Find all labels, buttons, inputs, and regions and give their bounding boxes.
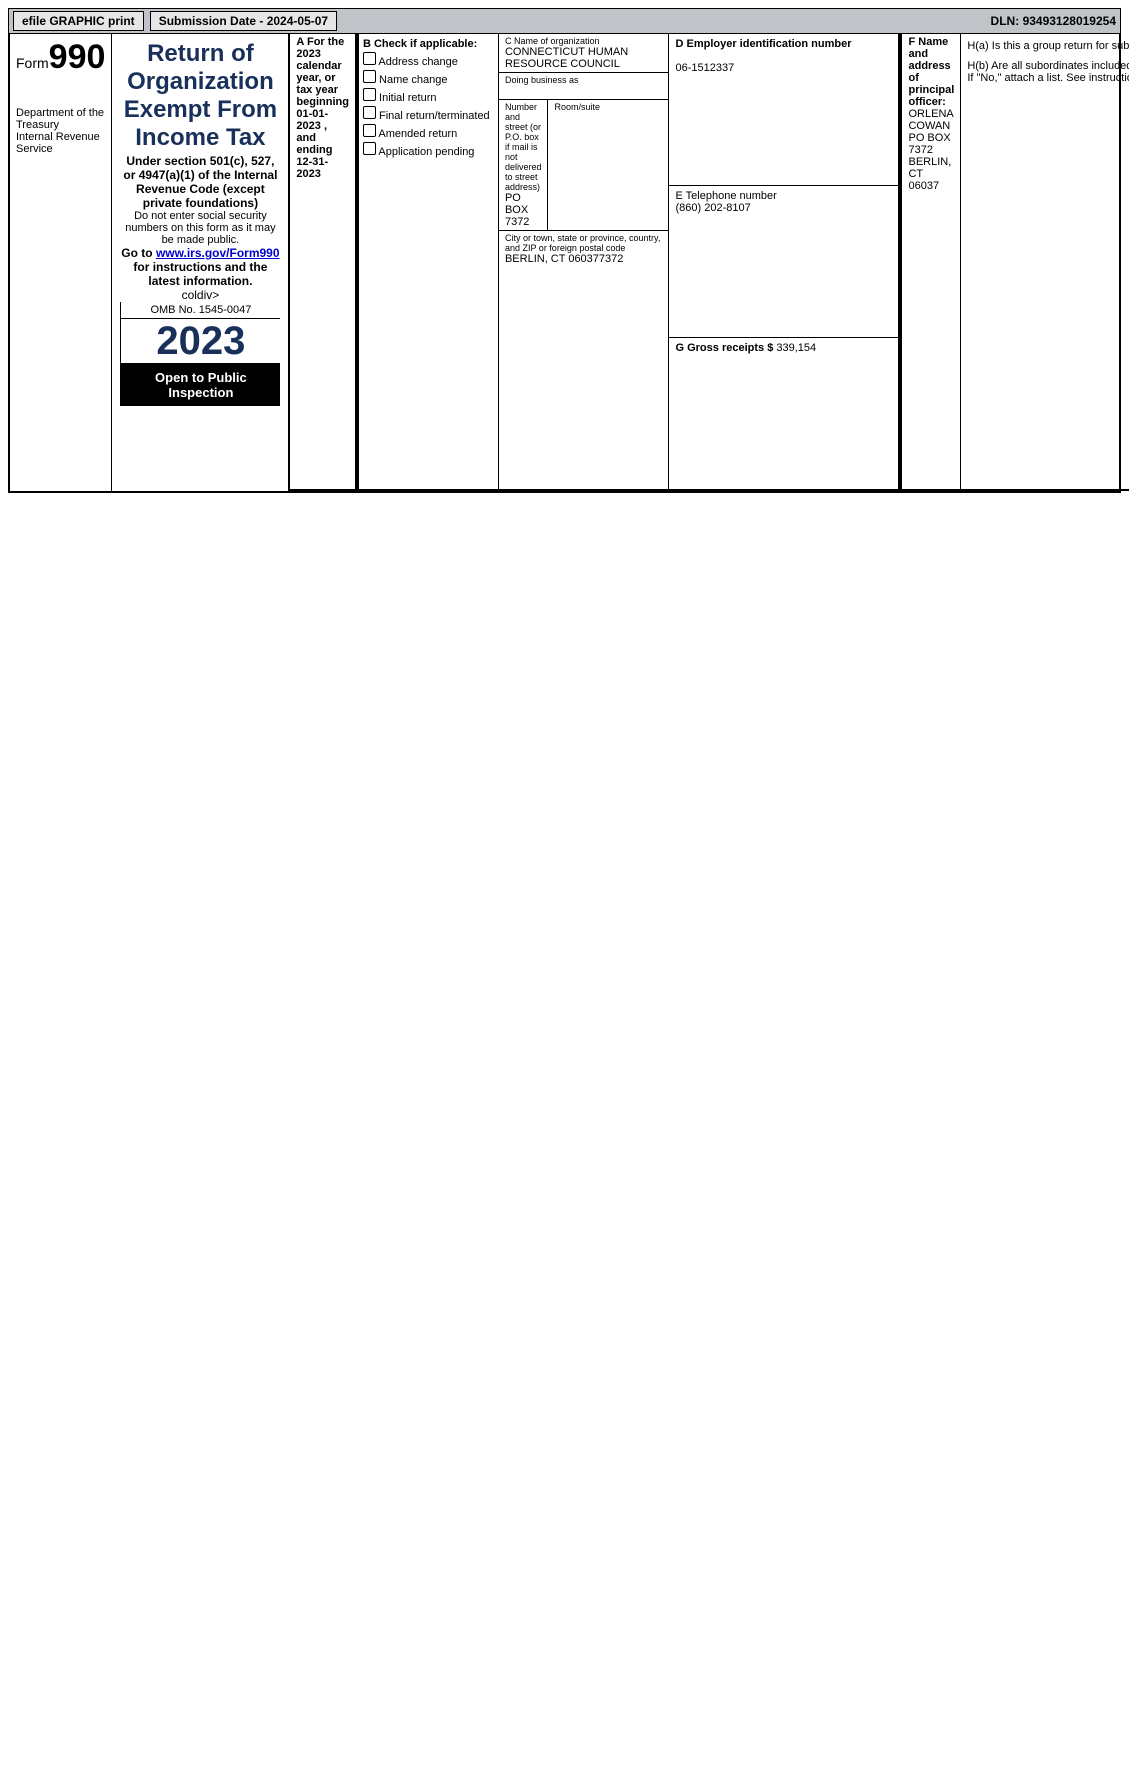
dln-label: DLN:: [991, 14, 1020, 28]
irs-label: Internal Revenue Service: [16, 131, 105, 155]
irs-link[interactable]: www.irs.gov/Form990: [156, 246, 280, 260]
header-left: Form990 Department of the Treasury Inter…: [10, 34, 112, 491]
street-value: PO BOX 7372: [505, 192, 542, 228]
f-label: F Name and address of principal officer:: [908, 36, 954, 108]
efile-print-button[interactable]: efile GRAPHIC print: [13, 11, 144, 31]
street-label: Number and street (or P.O. box if mail i…: [505, 102, 542, 192]
form-990: 990: [49, 38, 106, 76]
c-name-label: C Name of organization: [505, 36, 663, 46]
col-deg: D Employer identification number 06-1512…: [668, 34, 898, 489]
goto-line: Go to www.irs.gov/Form990 for instructio…: [120, 246, 280, 288]
public-inspection: Open to Public Inspection: [121, 364, 280, 406]
city-value: BERLIN, CT 060377372: [505, 253, 663, 265]
ssn-warning: Do not enter social security numbers on …: [120, 210, 280, 246]
cb-address-change[interactable]: Address change: [363, 52, 494, 68]
form-word: Form: [16, 55, 49, 71]
h-a: H(a) Is this a group return for subordin…: [961, 34, 1129, 54]
cb-amended[interactable]: Amended return: [363, 124, 494, 140]
officer-city: BERLIN, CT 06037: [908, 156, 951, 192]
ha-label: H(a) Is this a group return for subordin…: [967, 40, 1129, 52]
gross-receipts: 339,154: [776, 342, 816, 354]
tax-year: 2023: [121, 319, 280, 364]
cb-app-pending[interactable]: Application pending: [363, 142, 494, 158]
cb-final-return[interactable]: Final return/terminated: [363, 106, 494, 122]
rowa-end: 12-31-2023: [296, 156, 328, 180]
goto-post: for instructions and the latest informat…: [133, 260, 267, 288]
hb-note: If "No," attach a list. See instructions…: [967, 72, 1129, 84]
hb-label: H(b) Are all subordinates included?: [967, 60, 1129, 72]
rowa-pre: A For the 2023 calendar year, or tax yea…: [296, 36, 349, 108]
col-c: C Name of organization CONNECTICUT HUMAN…: [499, 34, 669, 489]
form-title: Return of Organization Exempt From Incom…: [120, 40, 280, 152]
header-mid: Return of Organization Exempt From Incom…: [112, 34, 288, 491]
treasury-dept: Department of the Treasury: [16, 107, 105, 131]
phone-value: (860) 202-8107: [675, 202, 750, 214]
row-fh: F Name and address of principal officer:…: [900, 34, 1129, 491]
dln-value: 93493128019254: [1023, 14, 1116, 28]
d-label: D Employer identification number: [675, 38, 851, 50]
form-subtitle: Under section 501(c), 527, or 4947(a)(1)…: [120, 154, 280, 210]
h-b: H(b) Are all subordinates included? Yes …: [961, 54, 1129, 86]
officer-street: PO BOX 7372: [908, 132, 950, 156]
room-label: Room/suite: [554, 102, 662, 112]
col-b: B Check if applicable: Address change Na…: [359, 34, 499, 489]
form-number: Form990: [16, 38, 105, 77]
form-header: Form990 Department of the Treasury Inter…: [8, 34, 1121, 493]
header-right: OMB No. 1545-0047 2023 Open to Public In…: [120, 302, 280, 406]
org-name: CONNECTICUT HUMAN RESOURCE COUNCIL: [505, 46, 663, 70]
b-label: B Check if applicable:: [363, 38, 477, 50]
cb-initial-return[interactable]: Initial return: [363, 88, 494, 104]
officer-name: ORLENA COWAN: [908, 108, 953, 132]
e-label: E Telephone number: [675, 190, 776, 202]
section-bcdeg: B Check if applicable: Address change Na…: [357, 34, 901, 491]
g-label: G Gross receipts $: [675, 342, 773, 354]
city-label: City or town, state or province, country…: [505, 233, 663, 253]
cb-name-change[interactable]: Name change: [363, 70, 494, 86]
ein-value: 06-1512337: [675, 62, 734, 74]
goto-pre: Go to: [121, 246, 156, 260]
submission-date: Submission Date - 2024-05-07: [150, 11, 337, 31]
dln: DLN: 93493128019254: [991, 14, 1116, 28]
omb-number: OMB No. 1545-0047: [121, 302, 280, 319]
row-a-tax-year: A For the 2023 calendar year, or tax yea…: [288, 34, 357, 491]
dba-label: Doing business as: [505, 75, 663, 85]
topbar: efile GRAPHIC print Submission Date - 20…: [8, 8, 1121, 34]
